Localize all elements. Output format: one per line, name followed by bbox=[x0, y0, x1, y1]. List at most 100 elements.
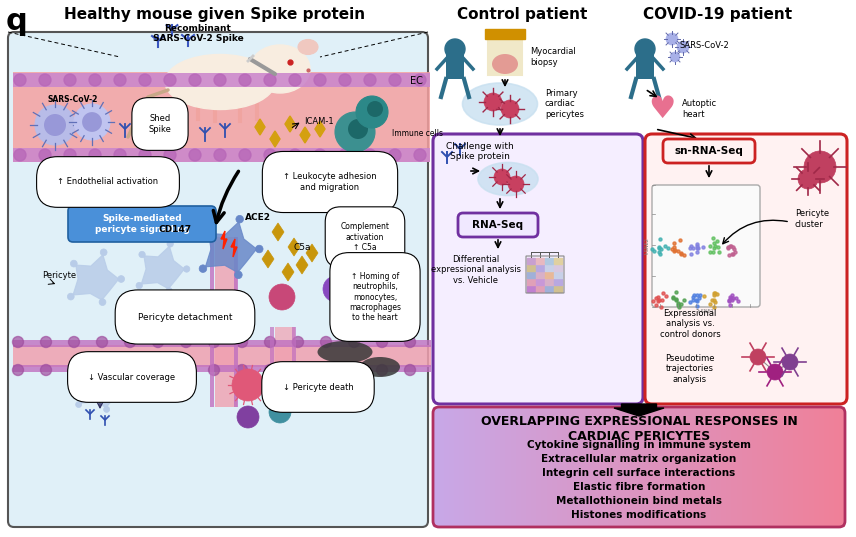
Polygon shape bbox=[270, 131, 280, 147]
Polygon shape bbox=[306, 244, 318, 262]
Ellipse shape bbox=[39, 149, 51, 161]
Ellipse shape bbox=[78, 373, 84, 379]
Ellipse shape bbox=[414, 149, 426, 161]
Text: CD147: CD147 bbox=[159, 224, 192, 234]
Bar bbox=[13, 72, 430, 162]
Circle shape bbox=[269, 284, 295, 310]
Ellipse shape bbox=[14, 149, 26, 161]
Bar bbox=[536, 272, 544, 278]
Ellipse shape bbox=[189, 149, 201, 161]
Polygon shape bbox=[80, 368, 121, 408]
Circle shape bbox=[269, 401, 291, 423]
Ellipse shape bbox=[235, 271, 242, 279]
FancyBboxPatch shape bbox=[8, 32, 428, 527]
Bar bbox=[210, 237, 214, 407]
Bar bbox=[527, 265, 536, 271]
Ellipse shape bbox=[166, 287, 172, 294]
Text: t-SNE1: t-SNE1 bbox=[698, 309, 715, 314]
Text: Pericyte
cluster: Pericyte cluster bbox=[795, 209, 829, 229]
Ellipse shape bbox=[389, 149, 401, 161]
Polygon shape bbox=[255, 119, 265, 135]
Polygon shape bbox=[205, 222, 257, 272]
Ellipse shape bbox=[264, 74, 276, 86]
Bar bbox=[527, 286, 536, 292]
Ellipse shape bbox=[405, 365, 415, 375]
Ellipse shape bbox=[114, 74, 126, 86]
Polygon shape bbox=[262, 250, 274, 268]
Bar bbox=[485, 29, 525, 39]
Text: Spike-mediated
pericyte signalling: Spike-mediated pericyte signalling bbox=[95, 214, 189, 234]
Ellipse shape bbox=[239, 149, 251, 161]
Ellipse shape bbox=[114, 149, 126, 161]
Circle shape bbox=[750, 349, 766, 365]
Bar bbox=[536, 286, 544, 292]
Text: ↑ Leukocyte adhesion
and migration: ↑ Leukocyte adhesion and migration bbox=[283, 172, 377, 192]
Ellipse shape bbox=[181, 337, 192, 347]
Polygon shape bbox=[272, 223, 284, 241]
Circle shape bbox=[323, 276, 349, 302]
Ellipse shape bbox=[97, 337, 108, 347]
Text: SARS-CoV-2: SARS-CoV-2 bbox=[48, 95, 98, 104]
Bar bbox=[446, 51, 464, 79]
Bar bbox=[527, 272, 536, 278]
Ellipse shape bbox=[199, 265, 207, 272]
Ellipse shape bbox=[348, 337, 360, 347]
Text: SARS-CoV-2: SARS-CoV-2 bbox=[680, 41, 730, 50]
Ellipse shape bbox=[293, 337, 304, 347]
Circle shape bbox=[356, 96, 388, 128]
Circle shape bbox=[237, 406, 259, 428]
Circle shape bbox=[232, 369, 264, 401]
Text: sn-RNA-Seq: sn-RNA-Seq bbox=[675, 146, 744, 156]
Bar bbox=[234, 237, 238, 407]
Circle shape bbox=[670, 52, 680, 62]
Text: Elastic fibre formation: Elastic fibre formation bbox=[573, 482, 705, 492]
Ellipse shape bbox=[139, 74, 151, 86]
Text: Shed
Spike: Shed Spike bbox=[149, 114, 171, 134]
Ellipse shape bbox=[183, 266, 190, 272]
Ellipse shape bbox=[152, 337, 163, 347]
Bar bbox=[536, 265, 544, 271]
Ellipse shape bbox=[64, 74, 76, 86]
Circle shape bbox=[494, 169, 510, 185]
Ellipse shape bbox=[104, 407, 110, 412]
Ellipse shape bbox=[99, 299, 106, 306]
Text: Recombinant
SARS-CoV-2 Spike: Recombinant SARS-CoV-2 Spike bbox=[152, 24, 243, 43]
Ellipse shape bbox=[339, 74, 351, 86]
Bar bbox=[545, 279, 554, 285]
Ellipse shape bbox=[14, 74, 26, 86]
Circle shape bbox=[74, 104, 110, 140]
Ellipse shape bbox=[13, 365, 23, 375]
Text: Control patient: Control patient bbox=[457, 7, 587, 22]
Text: Pericyte: Pericyte bbox=[42, 271, 76, 279]
Ellipse shape bbox=[136, 282, 142, 289]
Ellipse shape bbox=[348, 365, 360, 375]
Polygon shape bbox=[231, 239, 237, 257]
Ellipse shape bbox=[64, 149, 76, 161]
Bar bbox=[275, 327, 295, 397]
Ellipse shape bbox=[314, 74, 326, 86]
Text: RNA-Seq: RNA-Seq bbox=[473, 220, 524, 230]
Ellipse shape bbox=[100, 249, 107, 256]
Polygon shape bbox=[282, 263, 294, 281]
Bar bbox=[545, 272, 554, 278]
Text: ↑ Homing of
neutrophils,
monocytes,
macrophages
to the heart: ↑ Homing of neutrophils, monocytes, macr… bbox=[349, 272, 401, 322]
Ellipse shape bbox=[360, 357, 400, 377]
Text: Differential
expressional analysis
vs. Vehicle: Differential expressional analysis vs. V… bbox=[431, 255, 521, 285]
Ellipse shape bbox=[320, 337, 331, 347]
Ellipse shape bbox=[124, 365, 135, 375]
Circle shape bbox=[508, 176, 524, 192]
Ellipse shape bbox=[167, 241, 174, 247]
Ellipse shape bbox=[318, 341, 372, 363]
FancyBboxPatch shape bbox=[645, 134, 847, 404]
Text: Metallothionein bind metals: Metallothionein bind metals bbox=[556, 496, 722, 506]
Ellipse shape bbox=[13, 337, 23, 347]
Ellipse shape bbox=[104, 362, 110, 368]
Ellipse shape bbox=[189, 74, 201, 86]
Ellipse shape bbox=[68, 293, 74, 300]
Ellipse shape bbox=[462, 83, 538, 125]
Ellipse shape bbox=[295, 383, 355, 401]
Ellipse shape bbox=[165, 54, 275, 110]
Bar bbox=[488, 37, 522, 75]
Ellipse shape bbox=[289, 149, 301, 161]
Text: Complement
activation
↑ C5a: Complement activation ↑ C5a bbox=[341, 222, 389, 252]
